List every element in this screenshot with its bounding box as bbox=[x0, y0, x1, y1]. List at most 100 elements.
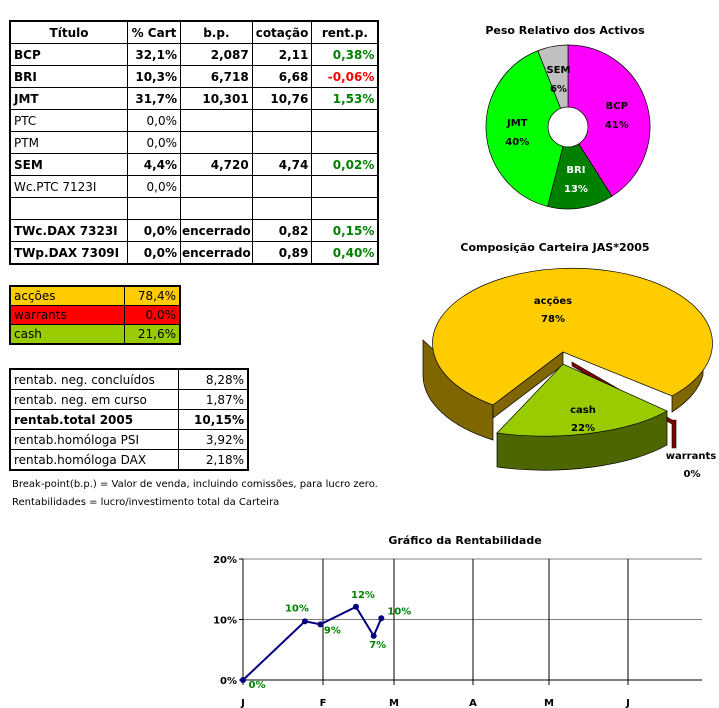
x-tick-label: M bbox=[544, 698, 554, 708]
x-tick-label: M bbox=[389, 698, 399, 708]
table-row: PTC 0,0% bbox=[9, 109, 379, 132]
returns-label: rentab. neg. concluídos bbox=[9, 368, 179, 390]
pie1-value: 41% bbox=[605, 120, 629, 131]
allocation-label: cash bbox=[9, 324, 125, 345]
allocation-row: cash 21,6% bbox=[9, 324, 181, 345]
pie1-label: JMT bbox=[506, 118, 528, 129]
line-data-label: 7% bbox=[369, 640, 386, 651]
returns-label: rentab.homóloga PSI bbox=[9, 429, 179, 450]
column-header: rent.p. bbox=[311, 20, 379, 44]
pie1-slice-bcp bbox=[567, 44, 651, 197]
table-row: TWc.DAX 7323I 0,0% encerrado 0,82 0,15% bbox=[9, 219, 379, 242]
pie1-label: BRI bbox=[566, 165, 585, 176]
line-data-label: 9% bbox=[324, 625, 341, 636]
pie1-hole bbox=[547, 106, 589, 148]
pie2-slice-accoes bbox=[432, 267, 713, 406]
cell-rent: 0,02% bbox=[311, 153, 379, 176]
returns-row: rentab.homóloga PSI 3,92% bbox=[9, 429, 249, 450]
cell-rent: 0,40% bbox=[311, 241, 379, 265]
table-header: Título% Cart b.p. cotação rent.p. bbox=[9, 20, 379, 44]
line-point bbox=[370, 632, 377, 639]
note-break-point: Break-point(b.p.) = Valor de venda, incl… bbox=[12, 479, 378, 490]
note-rentabilidades: Rentabilidades = lucro/investimento tota… bbox=[12, 497, 280, 508]
line-data-label: 10% bbox=[387, 606, 411, 617]
pie1-value: 13% bbox=[564, 184, 588, 195]
cell-titulo: SEM bbox=[9, 153, 128, 176]
pie2-label: acções bbox=[534, 296, 572, 307]
allocation-label: acções bbox=[9, 285, 125, 306]
line-chart-title: Gráfico da Rentabilidade bbox=[388, 534, 541, 547]
holdings-table: Título% Cart b.p. cotação rent.p. BCP 32,1% 2,… bbox=[9, 20, 380, 265]
cell-rent: 0,38% bbox=[311, 43, 379, 66]
cell-cart: 0,0% bbox=[127, 219, 181, 242]
returns-value: 10,15% bbox=[178, 409, 249, 430]
cell-cotacao: 6,68 bbox=[251, 65, 313, 88]
pie2-label: 0% bbox=[684, 469, 701, 480]
line-point bbox=[301, 618, 308, 625]
cell-rent: -0,06% bbox=[311, 65, 379, 88]
y-tick-label: 10% bbox=[213, 616, 237, 627]
line-data-label: 10% bbox=[285, 603, 309, 614]
cell-titulo: TWc.DAX 7323I bbox=[9, 219, 128, 242]
pie1-label: SEM bbox=[546, 65, 570, 76]
returns-value: 3,92% bbox=[178, 429, 249, 450]
cell-titulo: BRI bbox=[9, 65, 128, 88]
table-row: BCP 32,1% 2,087 2,11 0,38% bbox=[9, 43, 379, 66]
pie1-label: BCP bbox=[606, 101, 628, 112]
cell-cart: 0,0% bbox=[127, 241, 181, 265]
allocation-value: 21,6% bbox=[124, 324, 181, 345]
line-series bbox=[242, 605, 383, 681]
returns-row: rentab. neg. concluídos 8,28% bbox=[9, 368, 249, 390]
cell-titulo: TWp.DAX 7309I bbox=[9, 241, 128, 265]
pie1-value: 40% bbox=[505, 137, 529, 148]
pie1-slice-sem bbox=[537, 44, 569, 128]
cell-bp: encerrado bbox=[180, 241, 253, 265]
column-header: b.p. bbox=[180, 20, 253, 44]
allocation-value: 0,0% bbox=[124, 305, 181, 325]
pie1-slice-jmt bbox=[485, 50, 569, 207]
cell-cotacao: 0,82 bbox=[251, 219, 313, 242]
y-tick-label: 0% bbox=[220, 676, 237, 687]
table-row: SEM 4,4% 4,720 4,74 0,02% bbox=[9, 153, 379, 176]
allocation-label: warrants bbox=[9, 305, 125, 325]
line-point bbox=[352, 603, 359, 610]
cell-bp: 4,720 bbox=[180, 153, 253, 176]
cell-bp: encerrado bbox=[180, 219, 253, 242]
returns-table: rentab. neg. concluídos 8,28% rentab. neg.… bbox=[9, 368, 249, 471]
allocation-row: acções 78,4% bbox=[9, 285, 181, 306]
x-tick-label: F bbox=[320, 698, 327, 708]
pie2-title: Composição Carteira JAS*2005 bbox=[460, 241, 649, 254]
pie2-wall bbox=[492, 351, 564, 419]
allocation-row: warrants 0,0% bbox=[9, 305, 181, 325]
pie2-label: warrants bbox=[666, 451, 716, 462]
table-row: BRI 10,3% 6,718 6,68 -0,06% bbox=[9, 65, 379, 88]
pie2-slice-cash bbox=[496, 363, 668, 437]
y-tick-label: 20% bbox=[213, 555, 237, 566]
cell-titulo: Wc.PTC 7123I bbox=[9, 175, 128, 198]
line-data-label: 12% bbox=[351, 590, 375, 601]
cell-bp: 10,301 bbox=[180, 87, 253, 110]
table-row: JMT 31,7% 10,301 10,76 1,53% bbox=[9, 87, 379, 110]
returns-value: 2,18% bbox=[178, 449, 249, 471]
returns-label: rentab.homóloga DAX bbox=[9, 449, 179, 471]
allocation-table: acções 78,4% warrants 0,0% cash 21,6% bbox=[9, 285, 181, 345]
x-tick-label: J bbox=[625, 698, 630, 708]
line-point bbox=[317, 621, 324, 628]
returns-value: 1,87% bbox=[178, 389, 249, 410]
pie1-title: Peso Relativo dos Activos bbox=[485, 24, 645, 37]
cell-rent: 0,15% bbox=[311, 219, 379, 242]
pie2-label: cash bbox=[570, 405, 596, 416]
column-header: % Cart bbox=[127, 20, 181, 44]
cell-cart: 4,4% bbox=[127, 153, 181, 176]
pie2-label: 78% bbox=[541, 314, 565, 325]
returns-row: rentab.homóloga DAX 2,18% bbox=[9, 449, 249, 471]
cell-bp: 6,718 bbox=[180, 65, 253, 88]
line-point bbox=[240, 677, 246, 683]
x-tick-label: J bbox=[240, 698, 245, 708]
cell-cotacao: 0,89 bbox=[251, 241, 313, 265]
table-row bbox=[9, 197, 379, 220]
line-point bbox=[378, 615, 385, 622]
x-tick-label: A bbox=[469, 698, 477, 708]
pie2-label: 22% bbox=[571, 423, 595, 434]
